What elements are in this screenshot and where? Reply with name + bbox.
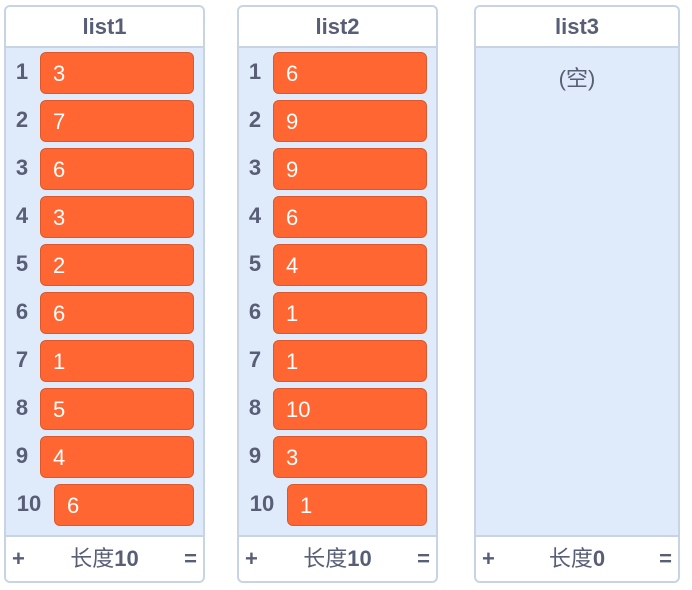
- item-value-field[interactable]: 3: [40, 196, 194, 238]
- list-items: 1 3 2 7 3 6 4 3 5 2 6 6 7 1 8 5 9 4 10 6: [6, 48, 203, 528]
- list-item: 10 1: [239, 480, 436, 528]
- item-value-field[interactable]: 10: [273, 388, 427, 430]
- resize-handle[interactable]: =: [417, 546, 430, 571]
- item-value-field[interactable]: 5: [40, 388, 194, 430]
- item-value-field[interactable]: 6: [54, 484, 194, 526]
- list-length: 长度10: [239, 537, 436, 581]
- item-value-field[interactable]: 9: [273, 148, 427, 190]
- item-index: 7: [248, 347, 262, 372]
- list-title: list1: [6, 7, 203, 48]
- item-value-field[interactable]: 1: [273, 340, 427, 382]
- item-index: 4: [15, 203, 29, 228]
- item-index: 3: [248, 155, 262, 180]
- list-items: 1 6 2 9 3 9 4 6 5 4 6 1 7 1 8 10 9 3 10 1: [239, 48, 436, 528]
- item-index: 5: [15, 251, 29, 276]
- item-value-field[interactable]: 6: [273, 196, 427, 238]
- item-index: 4: [248, 203, 262, 228]
- item-index: 5: [248, 251, 262, 276]
- item-value-field[interactable]: 6: [273, 52, 427, 94]
- resize-handle[interactable]: =: [659, 546, 672, 571]
- item-index: 6: [248, 299, 262, 324]
- item-value-field[interactable]: 4: [273, 244, 427, 286]
- item-index: 3: [15, 155, 29, 180]
- list-item: 10 6: [6, 480, 203, 528]
- item-value-field[interactable]: 1: [40, 340, 194, 382]
- item-value-field[interactable]: 6: [40, 292, 194, 334]
- item-value-field[interactable]: 2: [40, 244, 194, 286]
- list-footer: + 长度10 =: [239, 535, 436, 581]
- list-length: 长度10: [6, 537, 203, 581]
- item-index: 9: [248, 443, 262, 468]
- list-length: 长度0: [476, 537, 678, 581]
- list-monitor-list1[interactable]: list1 1 3 2 7 3 6 4 3 5 2 6 6 7 1 8 5 9 4 10 6 + 长度10 =: [4, 5, 205, 583]
- length-label: 长度: [303, 546, 348, 571]
- item-index: 10: [16, 491, 42, 516]
- list-monitor-list2[interactable]: list2 1 6 2 9 3 9 4 6 5 4 6 1 7 1 8 10 9 3 10 1 + 长度10 =: [237, 5, 438, 583]
- item-value-field[interactable]: 1: [273, 292, 427, 334]
- list-title: list3: [476, 7, 678, 48]
- item-index: 7: [15, 347, 29, 372]
- resize-handle[interactable]: =: [184, 546, 197, 571]
- item-index: 8: [248, 395, 262, 420]
- add-item-button[interactable]: +: [482, 546, 495, 571]
- list-monitor-list3[interactable]: list3 (空) + 长度0 =: [474, 5, 680, 583]
- length-label: 长度: [70, 546, 115, 571]
- length-value: 0: [592, 546, 606, 571]
- item-value-field[interactable]: 3: [273, 436, 427, 478]
- item-index: 10: [249, 491, 275, 516]
- add-item-button[interactable]: +: [245, 546, 258, 571]
- item-value-field[interactable]: 1: [287, 484, 427, 526]
- length-value: 10: [114, 546, 139, 571]
- item-index: 1: [15, 59, 29, 84]
- list-item: 8 10: [239, 384, 436, 432]
- item-index: 6: [15, 299, 29, 324]
- item-index: 8: [15, 395, 29, 420]
- item-index: 2: [248, 107, 262, 132]
- item-value-field[interactable]: 6: [40, 148, 194, 190]
- list-footer: + 长度10 =: [6, 535, 203, 581]
- length-label: 长度: [548, 546, 593, 571]
- list-footer: + 长度0 =: [476, 535, 678, 581]
- item-value-field[interactable]: 9: [273, 100, 427, 142]
- item-value-field[interactable]: 4: [40, 436, 194, 478]
- item-index: 9: [15, 443, 29, 468]
- item-index: 2: [15, 107, 29, 132]
- item-value-field[interactable]: 3: [40, 52, 194, 94]
- length-value: 10: [347, 546, 372, 571]
- item-value-field[interactable]: 7: [40, 100, 194, 142]
- add-item-button[interactable]: +: [12, 546, 25, 571]
- item-index: 1: [248, 59, 262, 84]
- empty-label: (空): [558, 66, 596, 91]
- list-title: list2: [239, 7, 436, 48]
